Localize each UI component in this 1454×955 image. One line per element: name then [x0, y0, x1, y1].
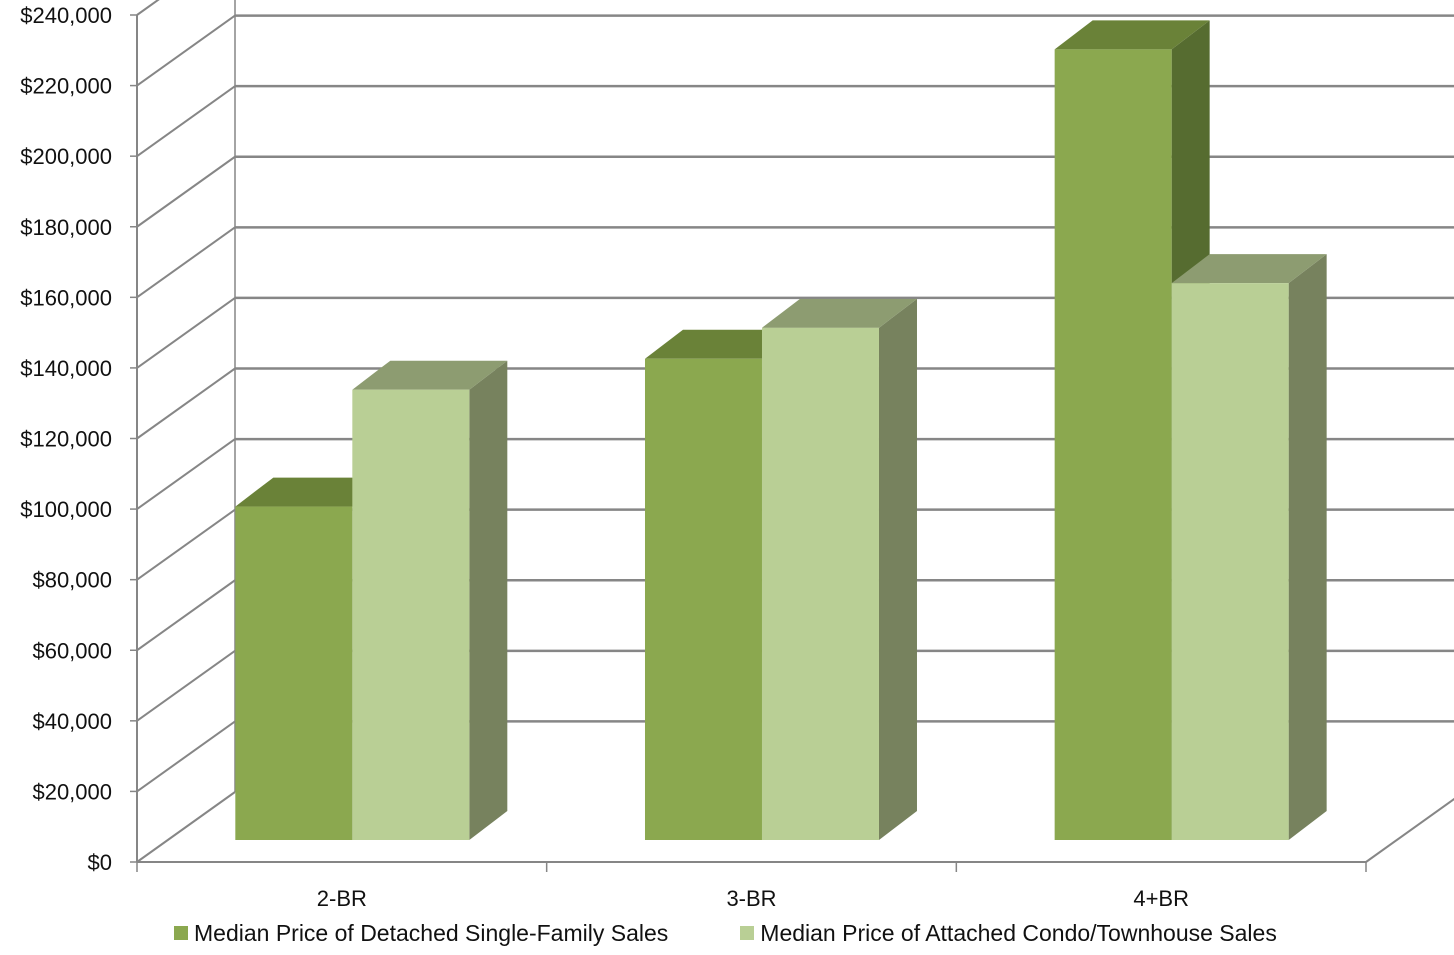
side-gridline — [136, 14, 236, 87]
side-gridline — [136, 650, 236, 722]
legend-label-detached: Median Price of Detached Single-Family S… — [194, 919, 669, 946]
y-tick-label: $120,000 — [20, 427, 112, 452]
bar-attached — [352, 360, 508, 840]
bar-front-face — [644, 358, 762, 840]
bar-front-face — [1171, 283, 1289, 840]
legend-item-attached: Median Price of Attached Condo/Townhouse… — [740, 920, 1277, 947]
side-gridline — [136, 367, 236, 440]
legend-swatch-attached — [740, 926, 755, 940]
side-gridline — [136, 155, 236, 228]
y-tick-label: $20,000 — [32, 779, 112, 804]
floor-right-edge — [1365, 797, 1454, 863]
side-gridline — [136, 85, 236, 157]
bar-top-face — [1054, 20, 1210, 50]
bar-side-face — [878, 298, 917, 840]
y-tick-label: $0 — [88, 850, 112, 875]
side-gridline — [136, 720, 236, 793]
y-tick-label: $180,000 — [20, 215, 112, 240]
bar-top-face — [352, 360, 508, 390]
y-tick-label: $60,000 — [32, 638, 112, 663]
y-tick-label: $240,000 — [20, 3, 112, 28]
bar-top-face — [644, 329, 800, 359]
side-gridline — [136, 297, 236, 369]
y-tick-label: $220,000 — [20, 74, 112, 99]
bar-side-face — [469, 360, 508, 840]
bar-front-face — [1054, 49, 1172, 840]
legend-item-detached: Median Price of Detached Single-Family S… — [174, 920, 668, 947]
bar-top-face — [1171, 254, 1327, 284]
y-tick-label: $140,000 — [20, 356, 112, 381]
floor-left-edge — [136, 791, 236, 863]
bar-side-face — [1288, 254, 1327, 840]
x-tick-label: 2-BR — [317, 886, 367, 911]
x-tick-labels: 2-BR 3-BR 4+BR — [317, 886, 1189, 911]
side-gridline — [136, 508, 236, 581]
bar-front-face — [235, 506, 353, 840]
side-gridline — [136, 0, 160, 16]
legend: Median Price of Detached Single-Family S… — [174, 918, 1277, 948]
y-tick-label: $80,000 — [32, 568, 112, 593]
y-tick-label: $160,000 — [20, 285, 112, 310]
y-tick-label: $100,000 — [20, 497, 112, 522]
side-gridline — [136, 438, 236, 510]
legend-swatch-detached — [174, 926, 188, 940]
axes — [130, 0, 1454, 872]
bar-attached — [1171, 254, 1327, 840]
bar-top-face — [761, 298, 917, 328]
side-gridline — [136, 226, 236, 299]
legend-label-attached: Median Price of Attached Condo/Townhouse… — [760, 919, 1277, 946]
bar-front-face — [761, 327, 879, 840]
x-tick-label: 3-BR — [726, 886, 776, 911]
x-tick-label: 4+BR — [1133, 886, 1189, 911]
y-tick-labels: $0 $20,000 $40,000 $60,000 $80,000 $100,000 $1… — [20, 3, 112, 875]
bars — [235, 20, 1327, 840]
y-tick-label: $200,000 — [20, 144, 112, 169]
y-tick-label: $40,000 — [32, 709, 112, 734]
bar-front-face — [352, 389, 470, 840]
bar-top-face — [235, 477, 391, 507]
side-gridline — [136, 579, 236, 652]
bar-attached — [761, 298, 917, 840]
